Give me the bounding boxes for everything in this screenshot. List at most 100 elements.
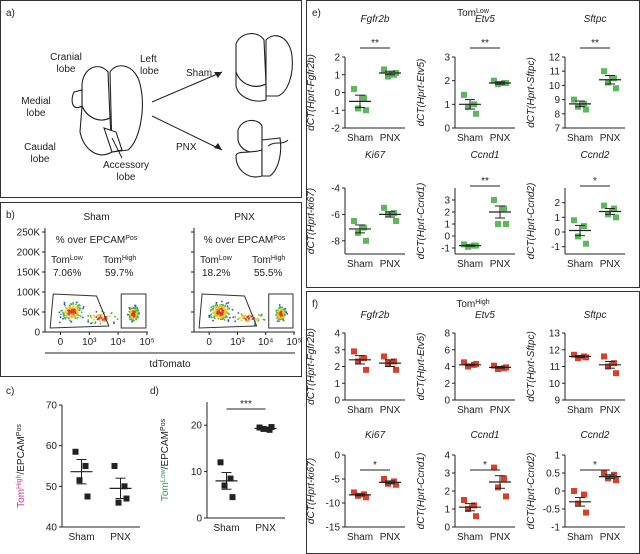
cell-dot xyxy=(135,314,138,317)
x-tick-label: Sham xyxy=(457,405,483,416)
cell-dots xyxy=(58,301,141,325)
cell-dot xyxy=(133,307,136,309)
cell-dot xyxy=(72,301,74,304)
y-tick-label: 2 xyxy=(444,208,450,219)
cell-dot xyxy=(99,313,102,316)
y-tick-label: 250K xyxy=(17,228,41,239)
y-tick-label: 2 xyxy=(444,487,450,498)
cell-dot xyxy=(64,317,67,320)
cell-dot xyxy=(223,308,226,311)
data-point xyxy=(583,509,589,516)
lobe-label: lobe xyxy=(140,66,159,77)
cell-dot xyxy=(257,314,260,316)
significance: ** xyxy=(371,38,379,49)
cell-dot xyxy=(218,312,221,314)
data-point xyxy=(491,464,497,471)
x-tick-label: Sham xyxy=(213,523,239,534)
x-tick-label: Sham xyxy=(457,133,483,144)
y-tick-label: 0 xyxy=(444,396,450,407)
cell-dot xyxy=(227,319,230,321)
text-part: Pos xyxy=(125,235,138,242)
text-part: Tom xyxy=(456,299,475,310)
cell-dot xyxy=(281,306,284,309)
cell-dot xyxy=(226,311,229,314)
cell-dot xyxy=(116,318,119,321)
y-tick-label: 8 xyxy=(554,109,560,120)
cell-dot xyxy=(276,320,279,323)
cell-dot xyxy=(234,316,237,318)
cell-dot xyxy=(228,307,231,310)
data-point xyxy=(229,494,236,501)
y-tick-label: -0.5 xyxy=(543,505,561,516)
cell-dot xyxy=(82,307,84,310)
cell-dot xyxy=(93,316,96,319)
cell-dot xyxy=(247,320,249,323)
cell-dot xyxy=(75,309,78,312)
y-tick-label: 7 xyxy=(554,124,560,135)
cell-dot xyxy=(98,317,101,319)
cell-dot xyxy=(219,317,221,320)
cell-dot xyxy=(128,306,131,309)
x-tick-label: PNX xyxy=(380,405,401,416)
panel-title: TomLow xyxy=(457,8,490,20)
text-part: Low xyxy=(70,255,84,262)
text-part: High xyxy=(475,299,490,306)
cell-dot xyxy=(260,314,263,317)
cell-dot xyxy=(223,319,226,321)
data-point xyxy=(501,205,507,212)
gene-title: Ki67 xyxy=(365,150,385,161)
y-tick-label: 1 xyxy=(334,70,340,81)
cell-dot xyxy=(73,310,76,313)
panel-label: f) xyxy=(312,299,318,310)
cell-dot xyxy=(64,314,67,317)
cell-dot xyxy=(250,315,252,318)
cell-dot xyxy=(220,307,223,310)
cell-dot xyxy=(225,310,227,313)
text-part: /EPCAM xyxy=(160,431,171,469)
cell-dot xyxy=(225,315,228,318)
y-tick-label: 12 xyxy=(549,345,561,356)
cell-dot xyxy=(67,309,69,312)
lobe-label: Left xyxy=(140,54,157,65)
data-point xyxy=(465,103,471,110)
y-tick-label: -1 xyxy=(331,106,340,117)
data-point xyxy=(601,353,607,360)
y-tick-label: 11 xyxy=(550,67,561,78)
data-point xyxy=(575,355,581,362)
cell-dot xyxy=(284,313,286,316)
y-tick-label: 10 xyxy=(549,379,561,390)
lobe-label: Accessory xyxy=(103,160,149,171)
y-tick-label: 0 xyxy=(554,228,560,239)
y-tick-label: 0 xyxy=(34,328,40,339)
data-point xyxy=(571,488,577,494)
lobe-label: lobe xyxy=(31,154,50,165)
cell-dot xyxy=(132,310,135,313)
data-point xyxy=(461,497,467,503)
data-point xyxy=(115,499,122,506)
cell-dot xyxy=(212,311,215,314)
gene-title: Ki67 xyxy=(365,430,385,441)
data-point xyxy=(461,241,467,248)
text-part: Low xyxy=(476,8,490,15)
y-tick-label: -1 xyxy=(551,523,560,534)
data-point xyxy=(605,363,611,370)
data-point xyxy=(503,493,509,500)
x-tick-label: Sham xyxy=(347,133,373,144)
panel-title: TomHigh xyxy=(456,299,489,311)
data-point xyxy=(491,197,497,203)
cell-dot xyxy=(81,316,84,319)
cell-dot xyxy=(76,307,79,310)
cell-dot xyxy=(212,319,214,322)
cell-dot xyxy=(98,320,101,322)
cell-dot xyxy=(131,312,134,315)
cell-dot xyxy=(222,317,225,319)
text-part: Pos xyxy=(160,418,167,431)
y-tick-label: 1 xyxy=(554,213,560,224)
cell-dot xyxy=(240,313,243,316)
y-tick-label: 8 xyxy=(444,329,450,340)
y-axis-label: dCT(Hprt-ki67) xyxy=(306,458,317,524)
cell-dot xyxy=(68,314,71,317)
cell-dot xyxy=(217,314,220,317)
cell-dot xyxy=(222,315,224,317)
data-point xyxy=(503,221,509,227)
